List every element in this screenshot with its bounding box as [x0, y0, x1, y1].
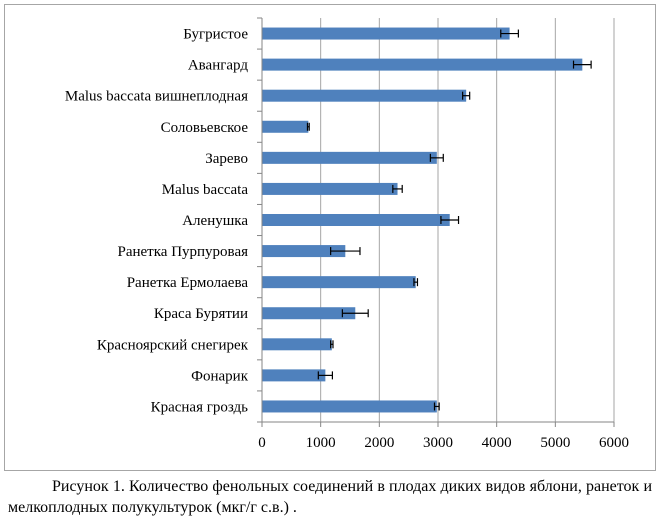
category-label: Зарево	[205, 151, 248, 167]
error-bar	[440, 216, 460, 224]
error-bar	[330, 340, 334, 349]
bar	[262, 182, 398, 195]
error-bar	[413, 278, 419, 287]
error-bar	[572, 60, 592, 69]
bar	[262, 120, 309, 133]
bar	[262, 214, 450, 226]
axes	[257, 17, 615, 427]
bar	[262, 369, 326, 382]
bar	[262, 245, 346, 258]
bar	[262, 27, 510, 40]
category-label: Соловьевское	[161, 120, 249, 136]
error-bar	[317, 371, 333, 380]
category-label: Фонарик	[191, 368, 249, 384]
error-bar	[433, 402, 440, 411]
bar	[262, 58, 583, 71]
x-tick-label: 2000	[364, 435, 394, 451]
x-tick-label: 1000	[306, 435, 336, 451]
error-bar	[392, 184, 403, 193]
bar-chart: Бугристое Авангард Malus baccata вишнеплод…	[65, 17, 629, 451]
category-label: Бугристое	[183, 27, 248, 43]
chart-frame	[4, 4, 656, 471]
category-label: Ранетка Пурпуровая	[117, 244, 248, 260]
error-bar	[306, 122, 310, 131]
x-tick-label: 5000	[540, 435, 570, 451]
bar	[262, 89, 467, 102]
category-label: Краса Бурятии	[154, 306, 248, 322]
x-tick-label: 3000	[423, 435, 453, 451]
x-tick-label: 0	[258, 435, 266, 451]
category-label: Аленушка	[182, 213, 248, 229]
bar	[262, 307, 356, 320]
x-tick-labels: 0 1000 2000 3000 4000 5000 6000	[258, 435, 629, 451]
category-label: Красноярский снегирек	[97, 337, 249, 353]
bar	[262, 400, 437, 413]
category-label: Ранетка Ермолаева	[127, 275, 249, 291]
bars	[262, 27, 583, 413]
category-label: Malus baccata вишнеплодная	[65, 89, 248, 105]
bar	[262, 338, 332, 351]
category-labels: Бугристое Авангард Malus baccata вишнеплод…	[65, 27, 249, 416]
x-tick-label: 6000	[599, 435, 629, 451]
category-label: Красная гроздь	[151, 399, 249, 415]
category-label: Авангард	[188, 58, 249, 74]
bar	[262, 276, 416, 289]
error-bar	[341, 309, 369, 318]
category-label: Malus baccata	[162, 182, 249, 198]
gridlines	[320, 18, 615, 422]
error-bar	[462, 91, 471, 100]
error-bars	[306, 29, 592, 411]
caption-text: Рисунок 1. Количество фенольных соединен…	[8, 478, 652, 516]
error-bar	[429, 153, 444, 162]
x-tick-label: 4000	[482, 435, 512, 451]
bar	[262, 151, 437, 164]
error-bar	[330, 247, 361, 256]
error-bar	[500, 29, 519, 38]
figure-caption: Рисунок 1. Количество фенольных соединен…	[8, 476, 652, 518]
